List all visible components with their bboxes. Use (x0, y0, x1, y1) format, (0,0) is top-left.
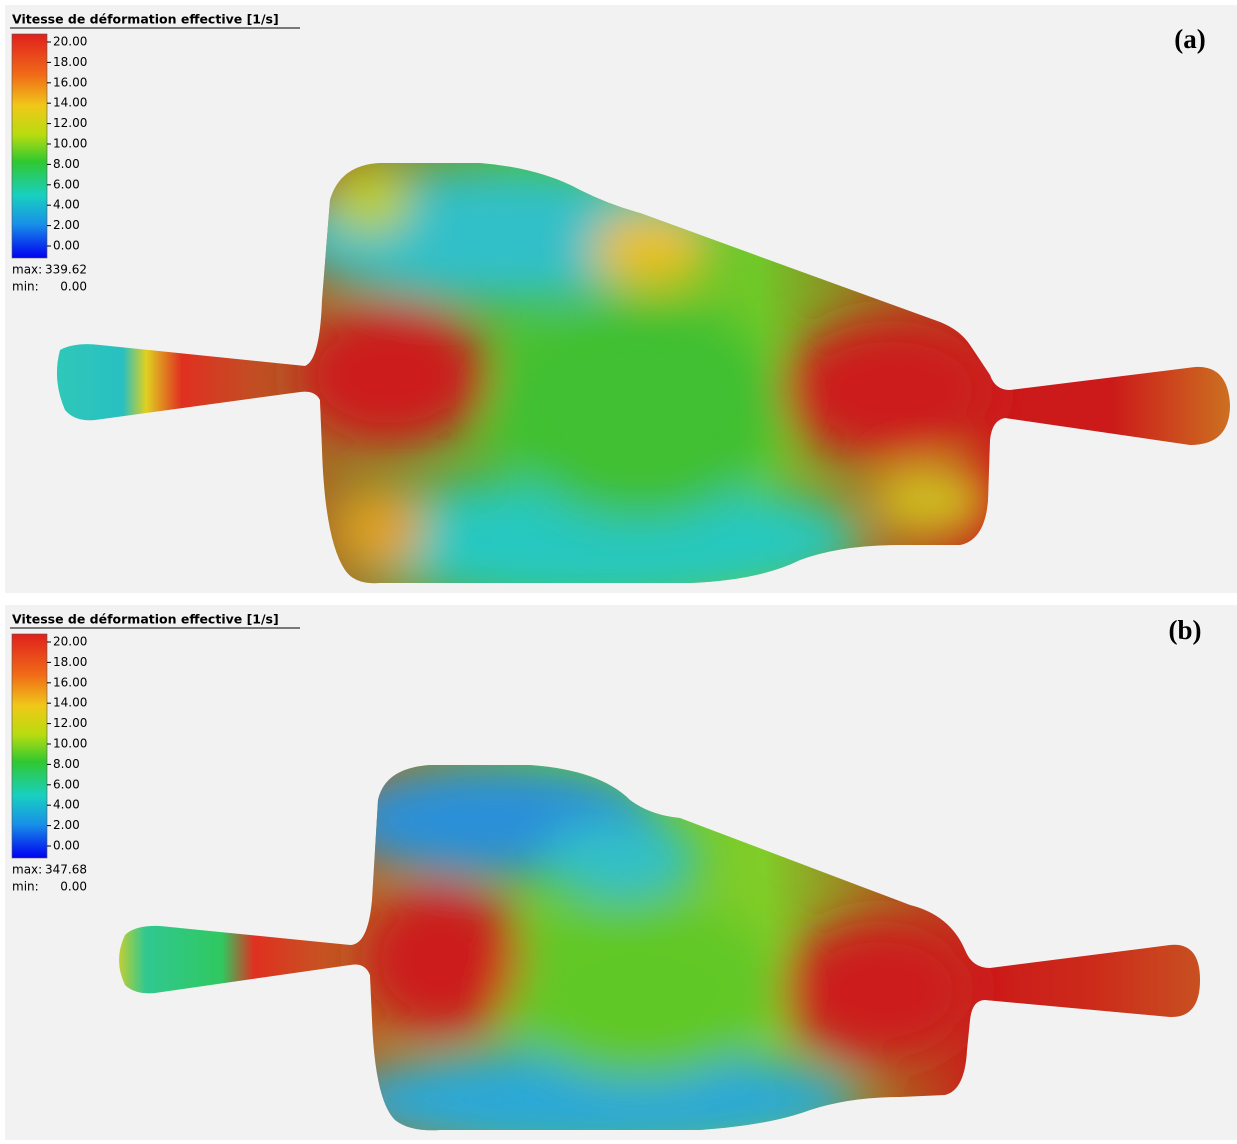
panel-tag: (a) (1174, 24, 1205, 54)
colorbar-label: 2.00 (53, 818, 80, 832)
colorbar-label: 14.00 (53, 96, 87, 110)
max-label: max: (12, 263, 42, 277)
legend-title: Vitesse de déformation effective [1/s] (12, 612, 279, 627)
colorbar-label: 4.00 (53, 198, 80, 212)
colorbar-label: 20.00 (53, 35, 87, 49)
max-value: 347.68 (45, 863, 87, 877)
colorbar-label: 16.00 (53, 75, 87, 89)
colorbar (11, 633, 48, 859)
colorbar-label: 10.00 (53, 737, 87, 751)
colorbar (11, 33, 48, 259)
colorbar-label: 12.00 (53, 716, 87, 730)
colorbar-label: 0.00 (53, 839, 80, 853)
max-value: 339.62 (45, 263, 87, 277)
colorbar-label: 16.00 (53, 675, 87, 689)
colorbar-label: 10.00 (53, 137, 87, 151)
max-label: max: (12, 863, 42, 877)
legend-title: Vitesse de déformation effective [1/s] (12, 12, 279, 27)
colorbar-label: 2.00 (53, 218, 80, 232)
colorbar-label: 0.00 (53, 239, 80, 253)
panel-tag: (b) (1169, 615, 1202, 645)
colorbar-label: 18.00 (53, 55, 87, 69)
colorbar-label: 18.00 (53, 655, 87, 669)
colorbar-label: 8.00 (53, 757, 80, 771)
colorbar-label: 12.00 (53, 116, 87, 130)
colorbar-label: 4.00 (53, 798, 80, 812)
colorbar-label: 20.00 (53, 635, 87, 649)
colorbar-label: 8.00 (53, 157, 80, 171)
min-label: min: (12, 880, 39, 894)
min-value: 0.00 (60, 280, 87, 294)
min-value: 0.00 (60, 880, 87, 894)
min-label: min: (12, 280, 39, 294)
colorbar-label: 6.00 (53, 777, 80, 791)
colorbar-label: 6.00 (53, 177, 80, 191)
colorbar-label: 14.00 (53, 696, 87, 710)
